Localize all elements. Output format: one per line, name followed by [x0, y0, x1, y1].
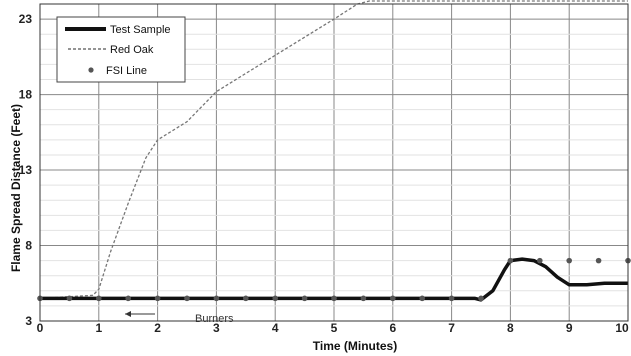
- burners-label: Burners: [195, 313, 234, 325]
- fsi-marker: [478, 295, 484, 302]
- fsi-marker: [507, 257, 514, 264]
- legend-swatch-fsi-line: [88, 67, 94, 73]
- y-tick-label: 18: [19, 88, 33, 102]
- fsi-marker: [154, 295, 161, 302]
- fsi-marker: [184, 295, 190, 302]
- fsi-marker: [566, 257, 572, 264]
- series-line-test-sample: [40, 257, 628, 302]
- fsi-marker: [419, 295, 426, 302]
- y-axis-title: Flame Spread Distance (Feet): [9, 104, 23, 272]
- legend-label-test-sample: Test Sample: [110, 24, 171, 36]
- fsi-marker: [66, 295, 73, 302]
- fsi-markers: [37, 257, 631, 302]
- x-tick-label: 10: [615, 321, 629, 335]
- y-tick-labels: 3 8 13 18 23: [19, 12, 33, 328]
- x-tick-label: 9: [566, 321, 573, 335]
- legend: Test Sample Red Oak FSI Line: [56, 16, 186, 83]
- fsi-marker: [390, 295, 396, 302]
- fsi-marker: [96, 295, 102, 302]
- grid-lines: [40, 4, 628, 321]
- fsi-marker: [243, 295, 249, 302]
- x-tick-label: 3: [213, 321, 220, 335]
- fsi-marker: [360, 295, 367, 302]
- y-tick-label: 3: [25, 314, 32, 328]
- fsi-marker: [213, 295, 220, 302]
- burners-annotation: Burners: [125, 311, 234, 325]
- x-tick-label: 6: [389, 321, 396, 335]
- fsi-marker: [448, 295, 455, 302]
- fsi-marker: [331, 295, 337, 302]
- fsi-marker: [272, 295, 279, 302]
- y-tick-label: 13: [19, 163, 33, 177]
- fsi-marker: [595, 257, 602, 264]
- burners-arrowhead: [125, 311, 131, 317]
- y-tick-label: 8: [25, 239, 32, 253]
- x-tick-label: 8: [507, 321, 514, 335]
- series-layer: [39, 0, 628, 302]
- x-tick-label: 0: [37, 321, 44, 335]
- x-tick-label: 2: [154, 321, 161, 335]
- plot-frame: [39, 3, 629, 322]
- x-tick-label: 1: [95, 321, 102, 335]
- legend-label-fsi-line: FSI Line: [106, 65, 147, 77]
- x-axis-title: Time (Minutes): [313, 339, 397, 353]
- x-tick-label: 5: [331, 321, 338, 335]
- x-tick-labels: 0 1 2 3 4 5 6 7 8 9 10: [37, 321, 629, 335]
- fsi-marker: [301, 295, 308, 302]
- x-tick-label: 7: [448, 321, 455, 335]
- x-tick-label: 4: [272, 321, 279, 335]
- fsi-marker: [125, 295, 131, 302]
- series-line-red-oak: [39, 0, 628, 300]
- legend-label-red-oak: Red Oak: [110, 44, 154, 56]
- y-tick-label: 23: [19, 12, 33, 26]
- fsi-marker: [537, 257, 543, 264]
